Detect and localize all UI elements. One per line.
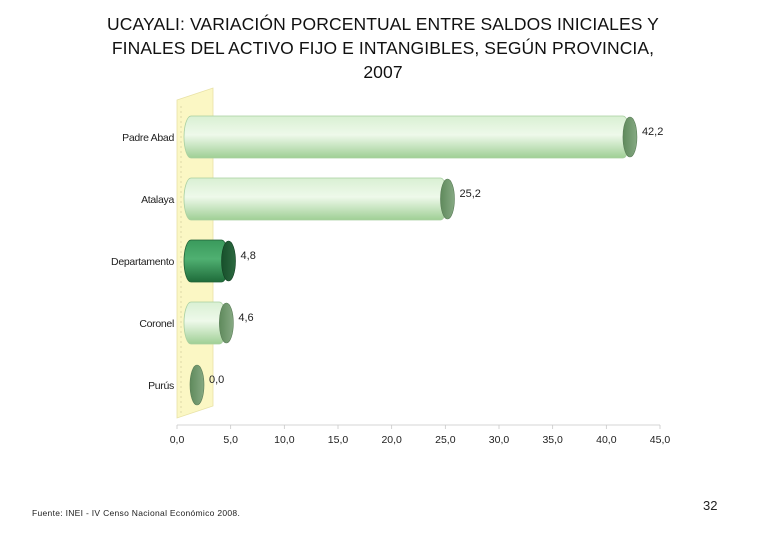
source-note: Fuente: INEI - IV Censo Nacional Económi… bbox=[32, 508, 241, 518]
x-tick-label: 15,0 bbox=[328, 434, 349, 446]
x-tick-label: 35,0 bbox=[542, 434, 563, 446]
x-tick-label: 0,0 bbox=[170, 434, 185, 446]
bar bbox=[183, 177, 448, 221]
data-label: 25,2 bbox=[459, 188, 480, 200]
x-tick-label: 45,0 bbox=[650, 434, 671, 446]
category-label: Purús bbox=[148, 380, 174, 392]
category-label: Padre Abad bbox=[122, 132, 174, 144]
bar-end-cap bbox=[221, 240, 236, 282]
title-line-2: FINALES DEL ACTIVO FIJO E INTANGIBLES, S… bbox=[111, 38, 655, 58]
title-line-1: UCAYALI: VARIACIÓN PORCENTUAL ENTRE SALD… bbox=[107, 14, 659, 34]
page-number: 32 bbox=[703, 498, 718, 513]
x-tick-label: 30,0 bbox=[489, 434, 510, 446]
bar-end-cap bbox=[219, 302, 234, 344]
title-line-3: 2007 bbox=[363, 62, 403, 82]
x-tick-label: 10,0 bbox=[274, 434, 295, 446]
category-label: Coronel bbox=[139, 318, 174, 330]
x-tick-label: 20,0 bbox=[381, 434, 402, 446]
category-label: Departamento bbox=[111, 256, 174, 268]
bar-end-cap bbox=[622, 116, 638, 158]
x-tick-label: 40,0 bbox=[596, 434, 617, 446]
bar-end-cap bbox=[189, 364, 205, 406]
bar-end-cap bbox=[440, 178, 455, 220]
x-tick-label: 5,0 bbox=[223, 434, 238, 446]
x-tick-label: 25,0 bbox=[435, 434, 456, 446]
data-label: 42,2 bbox=[642, 126, 663, 138]
bar bbox=[183, 115, 631, 159]
data-label: 4,6 bbox=[238, 312, 253, 324]
chart-title: UCAYALI: VARIACIÓN PORCENTUAL ENTRE SALD… bbox=[0, 12, 766, 84]
data-label: 0,0 bbox=[209, 374, 224, 386]
data-label: 4,8 bbox=[241, 250, 256, 262]
category-label: Atalaya bbox=[141, 194, 174, 206]
